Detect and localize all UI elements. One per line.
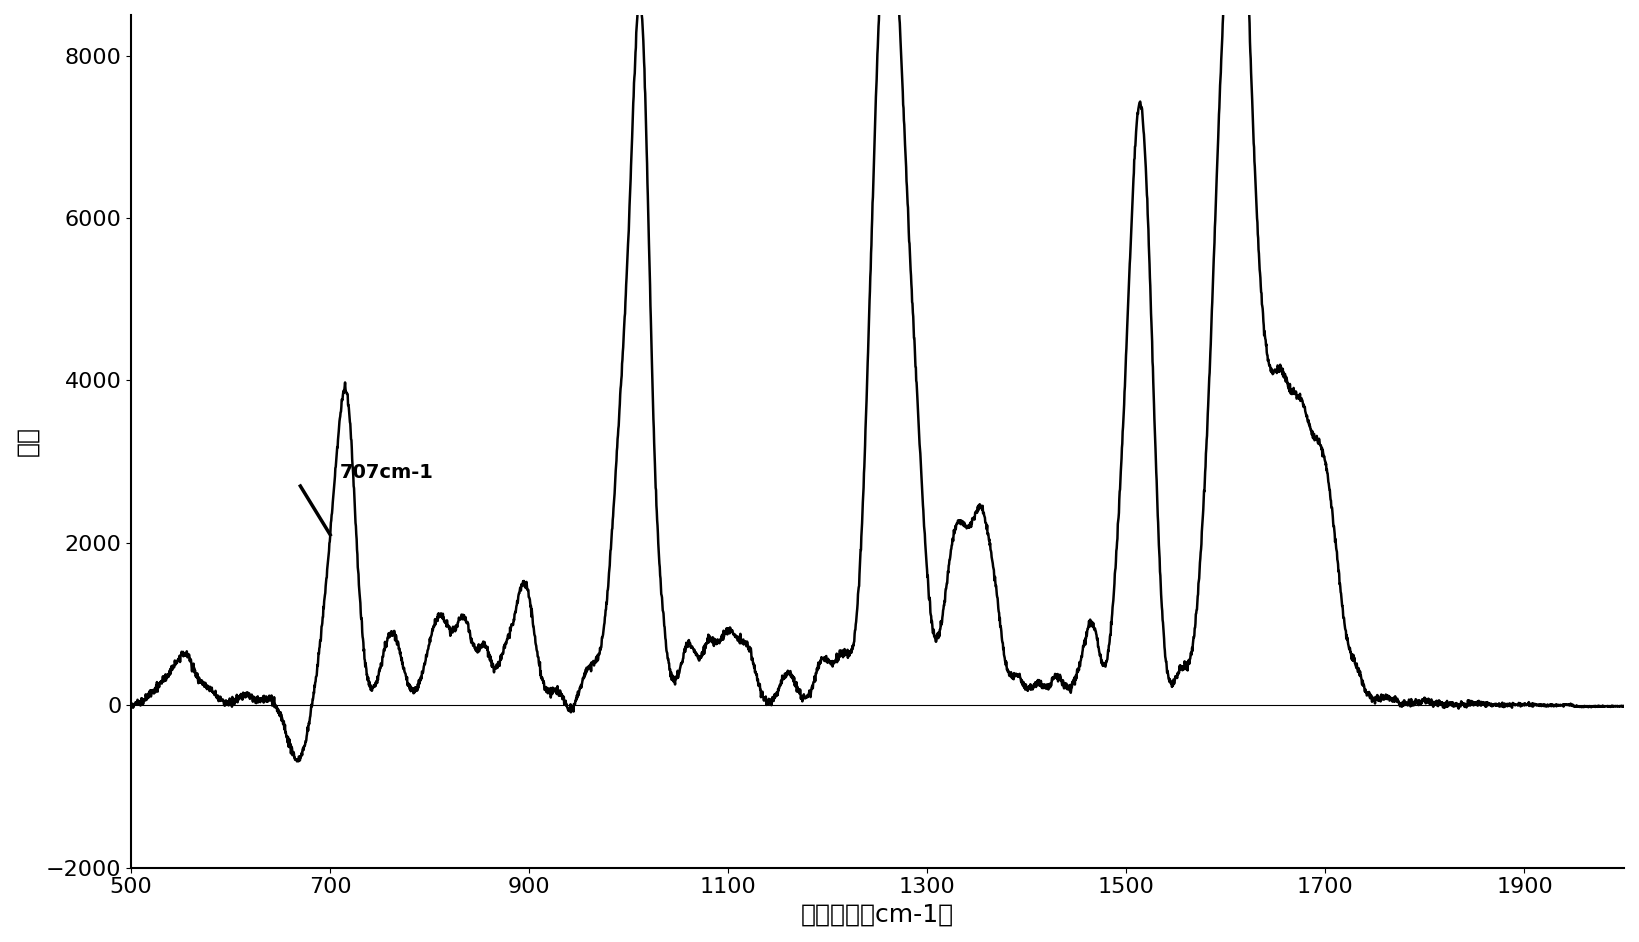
- Y-axis label: 强度: 强度: [15, 427, 39, 456]
- X-axis label: 拉曼位移（cm-1）: 拉曼位移（cm-1）: [801, 903, 954, 927]
- Text: 707cm-1: 707cm-1: [341, 463, 434, 482]
